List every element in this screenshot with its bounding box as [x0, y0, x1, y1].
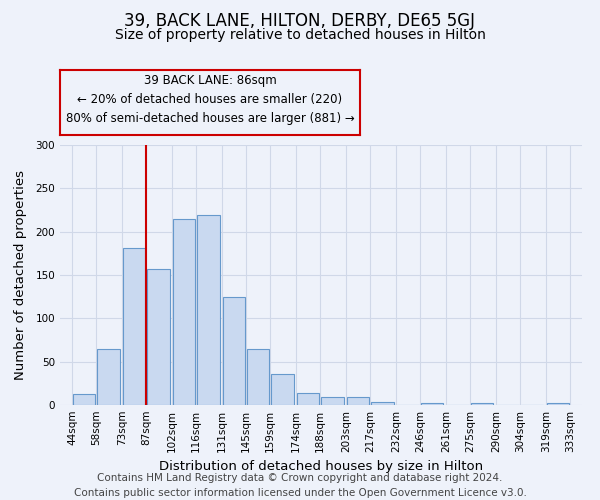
Bar	[147, 269, 170, 405]
Bar	[223, 296, 245, 405]
Bar	[297, 393, 319, 405]
Bar	[247, 348, 269, 405]
Bar	[97, 348, 119, 405]
Bar	[73, 394, 95, 405]
Text: Contains HM Land Registry data © Crown copyright and database right 2024.
Contai: Contains HM Land Registry data © Crown c…	[74, 472, 526, 498]
Bar	[347, 397, 370, 405]
X-axis label: Distribution of detached houses by size in Hilton: Distribution of detached houses by size …	[159, 460, 483, 473]
Text: 39, BACK LANE, HILTON, DERBY, DE65 5GJ: 39, BACK LANE, HILTON, DERBY, DE65 5GJ	[125, 12, 476, 30]
Bar	[123, 248, 145, 405]
Text: 39 BACK LANE: 86sqm
← 20% of detached houses are smaller (220)
80% of semi-detac: 39 BACK LANE: 86sqm ← 20% of detached ho…	[65, 74, 355, 124]
Y-axis label: Number of detached properties: Number of detached properties	[14, 170, 27, 380]
Bar	[471, 404, 493, 405]
Bar	[547, 404, 569, 405]
Bar	[197, 215, 220, 405]
Bar	[421, 404, 443, 405]
Bar	[321, 397, 344, 405]
Bar	[271, 374, 293, 405]
Text: Size of property relative to detached houses in Hilton: Size of property relative to detached ho…	[115, 28, 485, 42]
Bar	[371, 402, 394, 405]
Bar	[173, 218, 196, 405]
